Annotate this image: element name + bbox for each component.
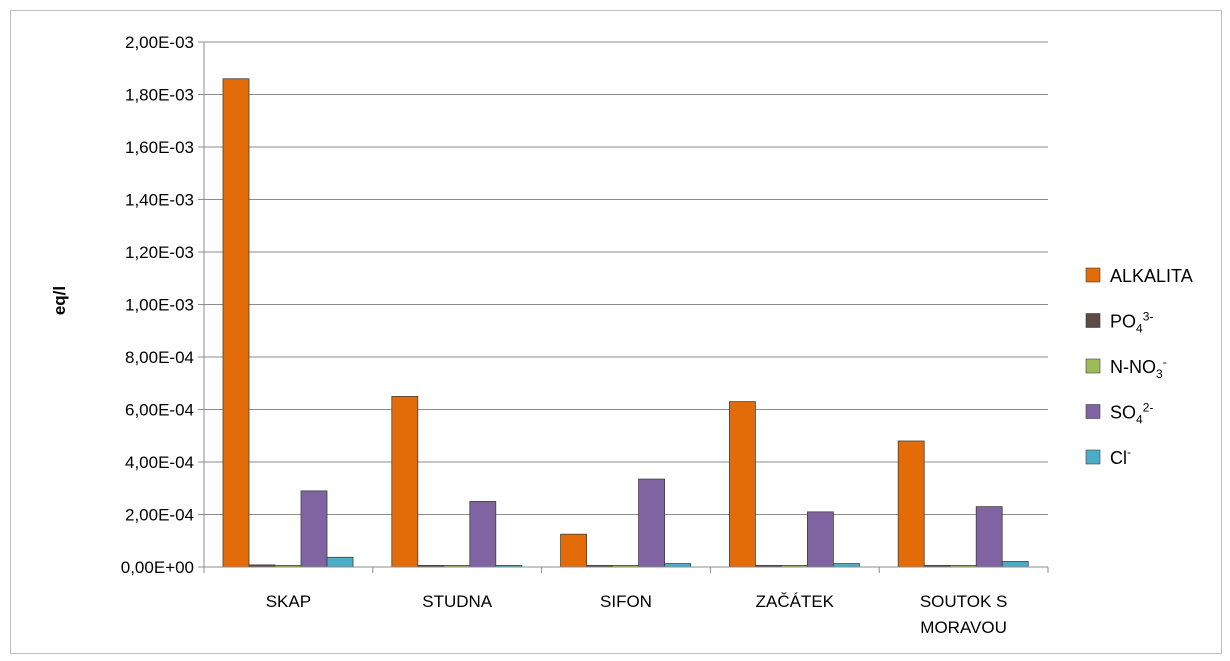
bar-so4: [469, 500, 497, 568]
y-tick-label: 8,00E-04: [125, 348, 194, 367]
y-axis-label: eq/l: [50, 286, 69, 315]
y-tick-label: 1,00E-03: [125, 296, 194, 315]
bar-alkalita: [391, 395, 419, 568]
y-tick-label: 2,00E-04: [125, 506, 194, 525]
legend-swatch: [1085, 267, 1101, 283]
bars: [222, 78, 1029, 568]
y-tick-label: 1,40E-03: [125, 191, 194, 210]
bar-so4: [300, 490, 328, 568]
x-axis-tick-labels: SKAP STUDNA SIFON ZAČÁTEK SOUTOK S MORAVOU: [266, 592, 1008, 637]
bar-cl: [833, 563, 860, 568]
legend-swatch: [1085, 449, 1101, 465]
bar-so4: [975, 506, 1003, 568]
y-axis-tick-labels: 0,00E+00 2,00E-04 4,00E-04 6,00E-04 8,00E-04…: [121, 33, 194, 577]
y-tick-label: 6,00E-04: [125, 401, 194, 420]
gridlines: [198, 41, 1048, 568]
y-tick-label: 0,00E+00: [121, 558, 194, 577]
legend-swatch: [1085, 313, 1101, 328]
chart-frame: 0,00E+00 2,00E-04 4,00E-04 6,00E-04 8,00E-04…: [10, 10, 1222, 654]
x-tick-label: SKAP: [266, 592, 311, 611]
legend-swatch: [1085, 358, 1101, 374]
axes: [203, 42, 1049, 573]
bar-alkalita: [897, 440, 925, 568]
bar-so4: [807, 511, 834, 568]
legend-swatch: [1085, 404, 1101, 419]
legend-label: Cl-: [1110, 445, 1131, 468]
x-tick-label: STUDNA: [422, 592, 493, 611]
legend-label: ALKALITA: [1110, 266, 1193, 286]
y-tick-label: 1,80E-03: [125, 86, 194, 105]
bar-alkalita: [729, 401, 756, 568]
bar-alkalita: [222, 78, 250, 568]
y-tick-label: 2,00E-03: [125, 33, 194, 52]
legend-label: PO43-: [1110, 310, 1153, 336]
bar-cl: [664, 563, 691, 568]
x-tick-label: SIFON: [600, 592, 652, 611]
legend-label: SO42-: [1110, 401, 1153, 427]
bar-so4: [638, 478, 665, 568]
bar-chart: 0,00E+00 2,00E-04 4,00E-04 6,00E-04 8,00E-04…: [50, 33, 1193, 637]
bar-cl: [1001, 561, 1029, 568]
x-tick-label: MORAVOU: [920, 618, 1007, 637]
y-tick-label: 4,00E-04: [125, 453, 194, 472]
bar-alkalita: [560, 533, 587, 568]
x-tick-label: ZAČÁTEK: [756, 592, 835, 611]
legend-label: N-NO3-: [1110, 355, 1167, 381]
y-tick-label: 1,60E-03: [125, 138, 194, 157]
legend: ALKALITA PO43- N-NO3- SO42- Cl-: [1085, 266, 1193, 468]
bar-cl: [326, 556, 354, 568]
x-tick-label: SOUTOK S: [920, 592, 1008, 611]
y-tick-label: 1,20E-03: [125, 243, 194, 262]
